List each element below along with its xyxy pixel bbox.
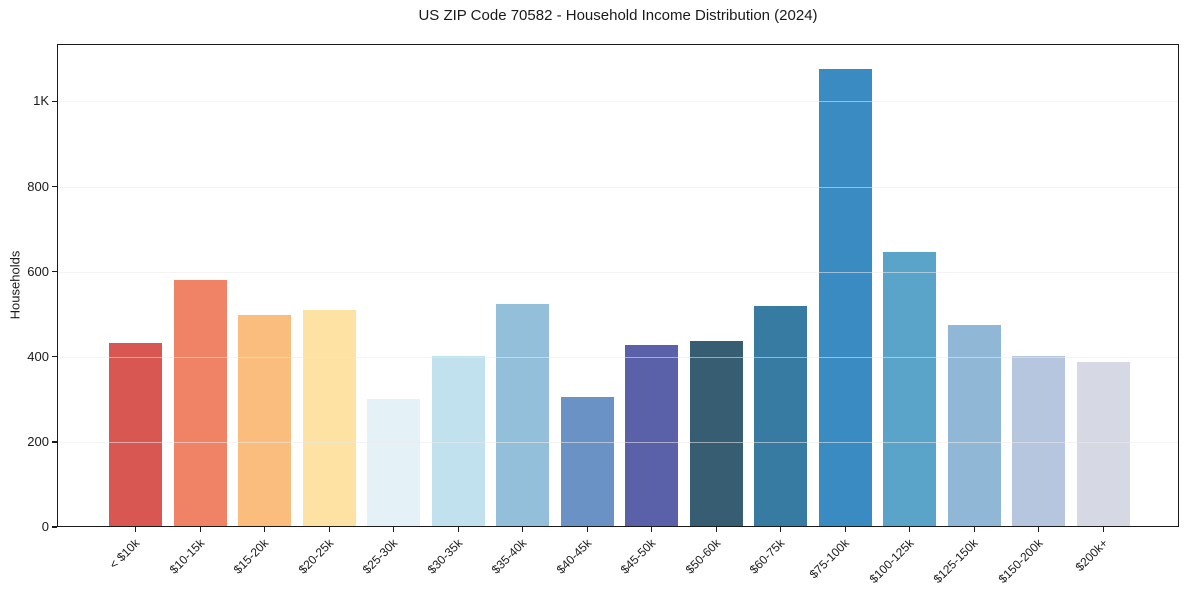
x-tick-mark — [1102, 527, 1104, 532]
x-tick-mark — [780, 527, 782, 532]
x-tick-mark — [199, 527, 201, 532]
gridline-800 — [57, 186, 1179, 188]
x-tick-mark — [522, 527, 524, 532]
x-tick-label: $35-40k — [489, 536, 530, 577]
x-tick-label: $200k+ — [1072, 536, 1111, 574]
bar-$10-15k — [173, 279, 227, 527]
bar-$20-25k — [302, 310, 356, 527]
x-tick-mark — [651, 527, 653, 532]
plot-area — [57, 44, 1179, 527]
x-tick-mark — [909, 527, 911, 532]
bar-$45-50k — [625, 345, 679, 527]
y-tick-label: 400 — [27, 348, 49, 364]
x-tick-label: $15-20k — [231, 536, 272, 577]
y-tick-label: 800 — [27, 178, 49, 194]
bar-$35-40k — [496, 304, 550, 527]
bar-$100-125k — [883, 251, 937, 527]
y-tick-mark — [52, 526, 57, 528]
y-tick-mark — [52, 270, 57, 273]
x-tick-label: $10-15k — [166, 536, 208, 577]
x-tick-label: $45-50k — [618, 536, 659, 577]
gridline-200 — [57, 441, 1179, 443]
x-tick-mark — [457, 527, 459, 532]
x-tick-label: $125-150k — [931, 536, 982, 587]
x-tick-label: $30-35k — [424, 536, 466, 577]
y-tick-mark — [52, 441, 57, 443]
x-tick-mark — [1038, 527, 1040, 532]
y-axis-label: Households — [7, 250, 23, 320]
bar-$125-150k — [947, 325, 1001, 527]
chart-title: US ZIP Code 70582 - Household Income Dis… — [418, 7, 818, 24]
x-tick-label: $75-100k — [806, 536, 853, 582]
bar-$75-100k — [818, 69, 872, 527]
y-tick-label: 0 — [41, 519, 49, 534]
bar-$60-75k — [754, 305, 808, 527]
x-tick-label: $20-25k — [295, 536, 337, 577]
y-tick-label: 1K — [33, 93, 49, 109]
x-tick-label: $100-125k — [866, 536, 917, 587]
x-tick-mark — [844, 527, 846, 532]
x-tick-label: $50-60k — [682, 536, 724, 577]
bar-$25-30k — [367, 398, 421, 527]
bar-$40-45k — [560, 397, 614, 527]
x-tick-label: $25-30k — [360, 536, 401, 577]
bar-$50-60k — [689, 341, 743, 527]
x-tick-label: $60-75k — [747, 536, 788, 577]
x-tick-mark — [328, 527, 330, 532]
y-tick-label: 600 — [27, 263, 49, 279]
gridline-600 — [57, 271, 1179, 273]
bar-$150-200k — [1012, 355, 1066, 527]
x-tick-mark — [264, 527, 266, 532]
y-tick-label: 200 — [27, 433, 49, 449]
x-tick-mark — [973, 527, 975, 532]
y-tick-mark — [52, 356, 57, 358]
x-tick-mark — [393, 527, 395, 532]
gridline-400 — [57, 356, 1179, 358]
x-tick-mark — [715, 527, 717, 532]
bar-$30-35k — [431, 356, 485, 527]
y-tick-mark — [52, 100, 57, 103]
x-tick-label: $150-200k — [995, 536, 1046, 587]
bar-$200k+ — [1076, 361, 1130, 527]
x-tick-mark — [586, 527, 588, 532]
x-tick-mark — [135, 527, 137, 532]
gridline-1000 — [57, 101, 1179, 103]
x-tick-label: < $10k — [106, 536, 143, 572]
bar-< $10k — [109, 343, 163, 527]
x-tick-label: $40-45k — [553, 536, 595, 577]
bar-$15-20k — [238, 315, 292, 527]
y-tick-mark — [52, 185, 57, 188]
